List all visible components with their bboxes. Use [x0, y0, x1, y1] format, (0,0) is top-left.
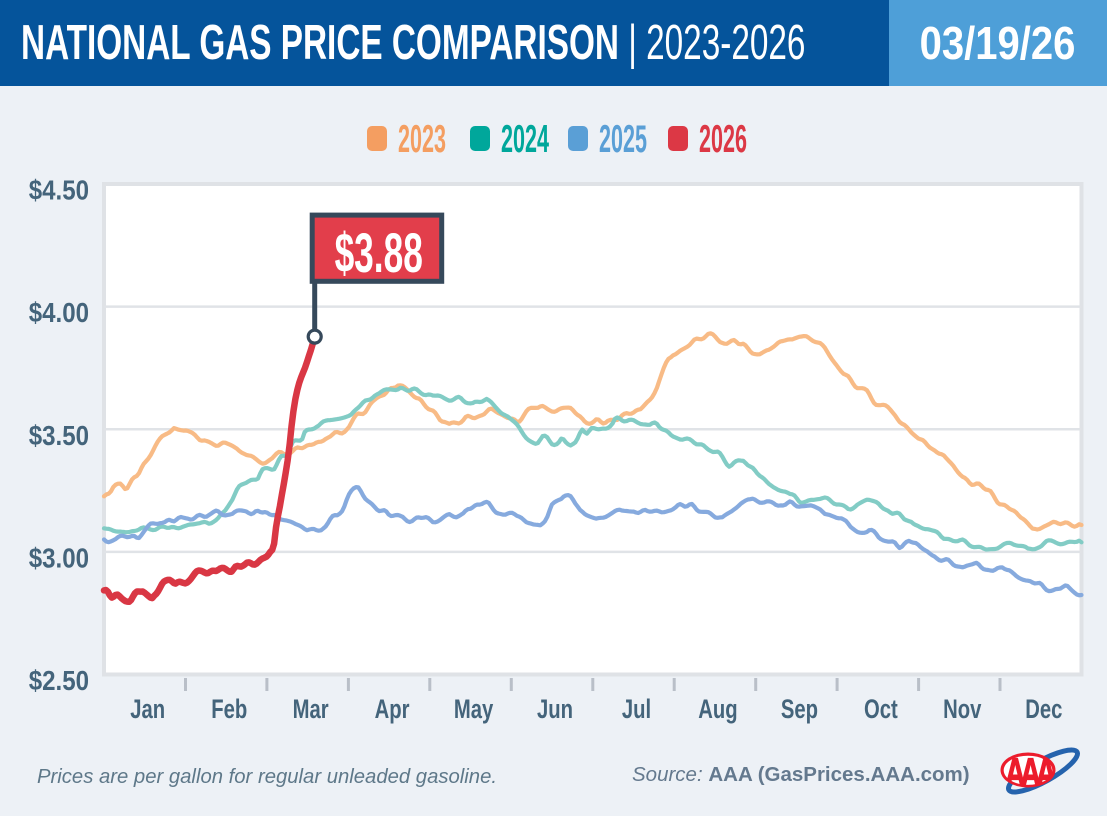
svg-text:Apr: Apr [375, 694, 410, 725]
svg-text:Jun: Jun [537, 694, 573, 725]
svg-text:Mar: Mar [293, 694, 329, 725]
svg-text:$4.00: $4.00 [29, 296, 89, 328]
svg-text:Feb: Feb [211, 694, 247, 725]
svg-text:Nov: Nov [943, 694, 982, 725]
svg-text:$4.50: $4.50 [29, 174, 89, 206]
svg-text:$3.50: $3.50 [29, 419, 89, 451]
svg-text:Dec: Dec [1025, 694, 1062, 725]
svg-text:Jul: Jul [622, 694, 651, 725]
svg-text:Jan: Jan [130, 694, 165, 725]
svg-text:Aug: Aug [698, 694, 737, 725]
svg-text:AAA: AAA [1005, 751, 1056, 796]
svg-text:Sep: Sep [781, 694, 818, 725]
svg-text:Oct: Oct [864, 694, 898, 725]
svg-text:$3.88: $3.88 [335, 222, 423, 284]
svg-text:$3.00: $3.00 [29, 542, 89, 574]
svg-text:$2.50: $2.50 [29, 664, 89, 696]
svg-text:May: May [454, 694, 494, 725]
